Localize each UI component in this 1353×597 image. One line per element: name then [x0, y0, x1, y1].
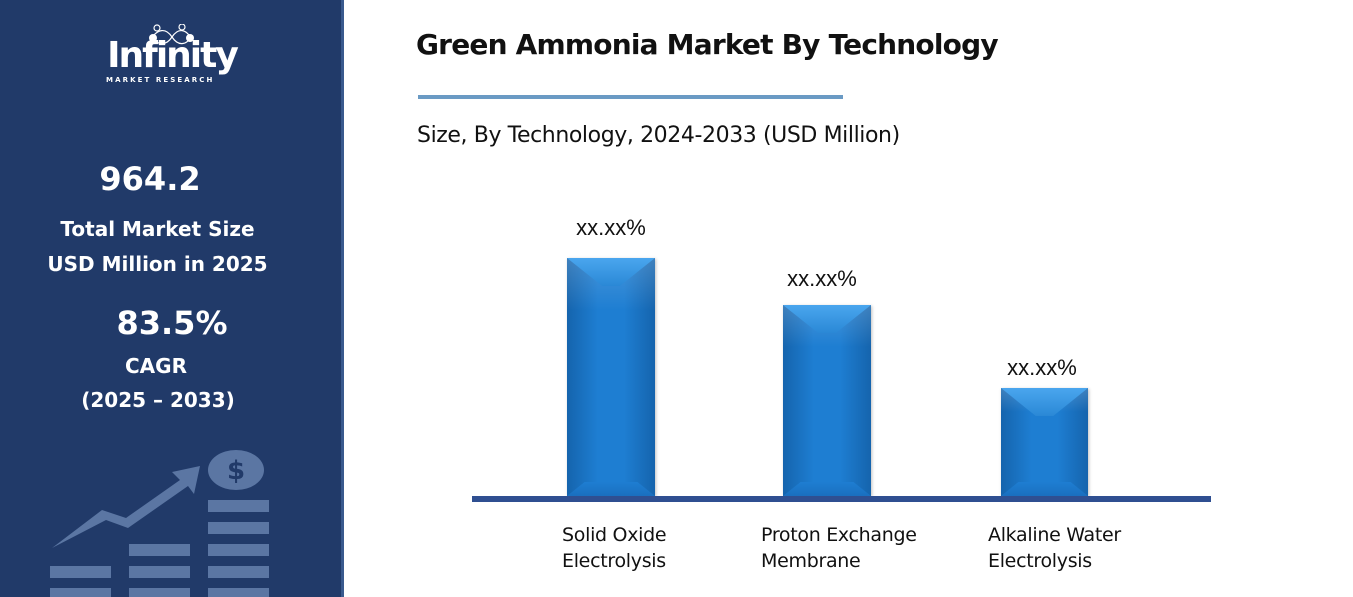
market-size-label-line1: Total Market Size: [60, 217, 255, 241]
cagr-value: 83.5%: [116, 304, 228, 342]
data-label-proton-exchange: xx.xx%: [787, 266, 857, 291]
market-size-value: 964.2: [99, 160, 201, 198]
cagr-period: (2025 – 2033): [81, 388, 235, 412]
category-label-proton-exchange: Proton Exchange Membrane: [761, 522, 917, 574]
x-axis-line: [472, 496, 1211, 502]
bar-solid-oxide: [567, 258, 655, 496]
data-label-alkaline-water: xx.xx%: [1007, 355, 1077, 380]
brand-logo: Infinity MARKET RESEARCH: [104, 24, 240, 88]
sidebar-divider: [341, 0, 344, 597]
chart-subtitle: Size, By Technology, 2024-2033 (USD Mill…: [417, 123, 900, 148]
category-label-line: Electrolysis: [988, 550, 1092, 572]
infinity-people-icon: [149, 24, 194, 45]
category-label-line: Alkaline Water: [988, 524, 1121, 546]
category-label-line: Electrolysis: [562, 550, 666, 572]
category-label-alkaline-water: Alkaline Water Electrolysis: [988, 522, 1121, 574]
brand-tagline: MARKET RESEARCH: [106, 76, 215, 84]
bar-alkaline-water: [1001, 388, 1088, 496]
cagr-label: CAGR: [125, 354, 187, 378]
title-underline: [418, 95, 843, 99]
category-label-line: Proton Exchange: [761, 524, 917, 546]
category-label-line: Solid Oxide: [562, 524, 667, 546]
category-label-solid-oxide: Solid Oxide Electrolysis: [562, 522, 667, 574]
data-label-solid-oxide: xx.xx%: [576, 215, 646, 240]
category-label-line: Membrane: [761, 550, 861, 572]
market-size-label-line2: USD Million in 2025: [47, 252, 268, 276]
growth-chart-dollar-icon: $: [50, 450, 269, 597]
svg-text:$: $: [227, 456, 245, 486]
sidebar-panel: Infinity MARKET RESEARCH 964.2 Total Mar…: [0, 0, 341, 597]
chart-title: Green Ammonia Market By Technology: [416, 28, 999, 61]
brand-name: Infinity: [107, 35, 239, 76]
bar-proton-exchange: [783, 305, 871, 496]
